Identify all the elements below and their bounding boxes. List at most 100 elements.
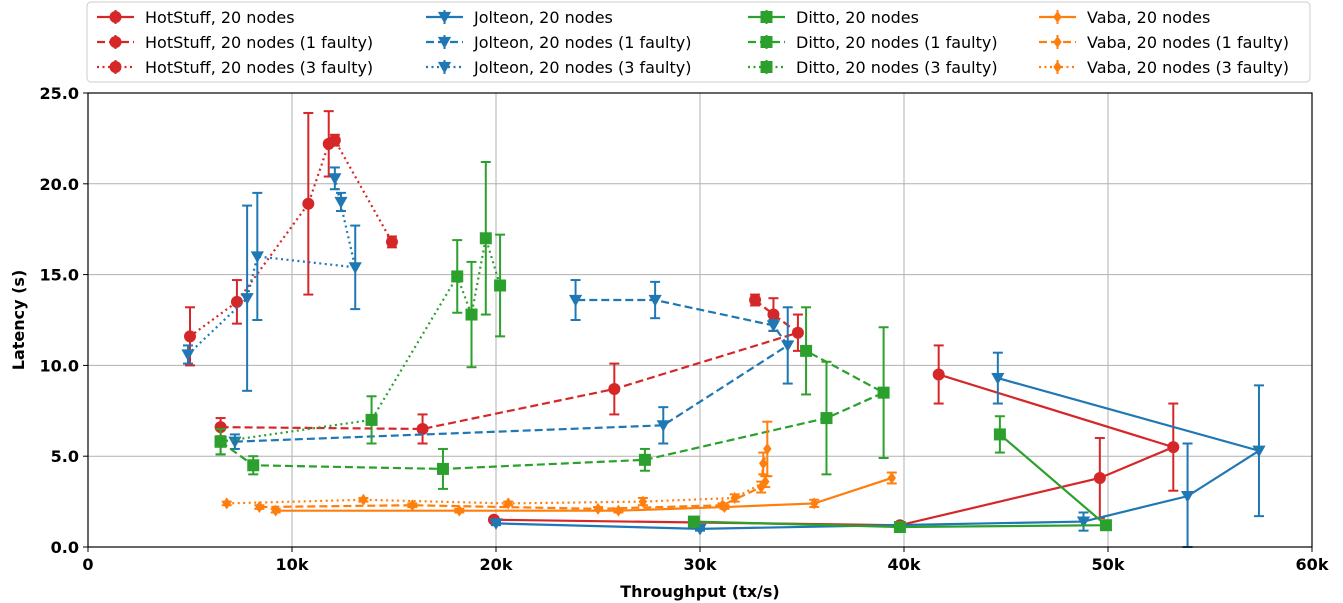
data-point [494, 279, 507, 292]
data-point [760, 11, 773, 23]
data-point [760, 61, 773, 73]
data-point [255, 501, 264, 514]
data-point [614, 504, 623, 517]
data-point [416, 422, 429, 435]
data-point [648, 294, 662, 307]
legend-item: Jolteon, 20 nodes (1 faulty) [426, 33, 691, 52]
legend-label: Vaba, 20 nodes (3 faulty) [1087, 58, 1289, 77]
y-tick-label: 25.0 [40, 84, 79, 103]
x-tick-label: 30k [684, 555, 717, 574]
data-point [730, 491, 739, 504]
data-point [638, 495, 648, 508]
data-point [656, 420, 670, 432]
x-tick-label: 10k [276, 555, 309, 574]
x-axis-label: Throughput (tx/s) [620, 582, 779, 601]
legend-item: HotStuff, 20 nodes [97, 8, 295, 27]
data-point [991, 373, 1005, 385]
data-point [1180, 491, 1195, 503]
y-axis-ticks: 0.0 5.0 10.0 15.0 20.0 25.0 [40, 84, 88, 557]
legend-label: Vaba, 20 nodes [1087, 8, 1210, 27]
data-point [479, 232, 492, 245]
data-point [608, 383, 621, 396]
data-point [781, 340, 795, 353]
data-point [993, 428, 1006, 441]
data-point [222, 497, 231, 510]
x-tick-label: 0 [82, 555, 93, 574]
data-point [230, 295, 243, 308]
data-point [489, 518, 503, 530]
data-point [455, 504, 464, 517]
data-point [109, 61, 122, 73]
data-point [761, 475, 770, 488]
series-line [234, 298, 790, 443]
data-point [800, 344, 813, 357]
y-tick-label: 20.0 [40, 175, 79, 194]
legend-label: Ditto, 20 nodes (1 faulty) [796, 33, 998, 52]
data-point [877, 386, 890, 399]
x-tick-label: 20k [480, 555, 513, 574]
data-point [184, 330, 196, 343]
data-point [760, 36, 773, 48]
data-point [1252, 445, 1266, 458]
data-point [687, 515, 700, 528]
data-point [328, 173, 342, 185]
data-point [465, 308, 478, 321]
series-vaba-20-nodes-3-faulty [221, 475, 771, 510]
data-point [1167, 441, 1180, 454]
series-line [219, 349, 887, 471]
data-point [328, 134, 341, 147]
series-jolteon-20-nodes-3-faulty [181, 166, 362, 392]
x-tick-label: 60k [1296, 555, 1329, 574]
legend-item: Vaba, 20 nodes [1039, 8, 1210, 27]
legend-item: Vaba, 20 nodes (3 faulty) [1039, 58, 1289, 77]
data-point [638, 453, 651, 466]
x-tick-label: 50k [1092, 555, 1125, 574]
data-point [359, 493, 368, 506]
data-point [437, 11, 452, 24]
plot-series [181, 110, 1266, 548]
y-tick-label: 10.0 [40, 356, 79, 375]
data-point [109, 11, 122, 23]
series-line [220, 299, 801, 431]
series-line [275, 476, 893, 512]
legend-label: Jolteon, 20 nodes (1 faulty) [473, 33, 691, 52]
data-point [451, 270, 464, 283]
data-point [759, 457, 768, 470]
data-point [250, 251, 264, 264]
data-point [763, 442, 772, 455]
data-point [1099, 519, 1112, 532]
series-line [220, 237, 502, 443]
y-tick-label: 0.0 [51, 538, 79, 557]
data-point [820, 412, 833, 425]
data-point [436, 462, 449, 475]
data-point [791, 326, 804, 339]
data-point [334, 196, 348, 209]
data-point [893, 521, 906, 534]
legend-label: HotStuff, 20 nodes (3 faulty) [145, 58, 373, 77]
legend: HotStuff, 20 nodes HotStuff, 20 nodes (1 … [86, 1, 1311, 83]
data-point [810, 497, 819, 510]
data-point [1093, 471, 1106, 484]
series-line [187, 178, 357, 356]
data-point [247, 459, 260, 472]
data-point [365, 413, 378, 426]
legend-item: Ditto, 20 nodes [748, 8, 919, 27]
series-line [189, 138, 393, 338]
grid-lines [88, 93, 1312, 547]
y-axis-label: Latency (s) [9, 270, 28, 371]
legend-item: HotStuff, 20 nodes (3 faulty) [97, 58, 373, 77]
legend-label: Jolteon, 20 nodes (3 faulty) [473, 58, 691, 77]
data-point [749, 294, 762, 307]
data-point [408, 499, 417, 512]
data-point [718, 499, 727, 512]
data-point [1053, 36, 1062, 48]
data-point [568, 294, 583, 307]
data-point [932, 368, 945, 381]
legend-label: Vaba, 20 nodes (1 faulty) [1087, 33, 1289, 52]
data-point [767, 308, 780, 321]
data-point [593, 502, 603, 515]
legend-box [86, 1, 1311, 83]
series-line [259, 448, 769, 510]
data-point [1053, 11, 1062, 23]
